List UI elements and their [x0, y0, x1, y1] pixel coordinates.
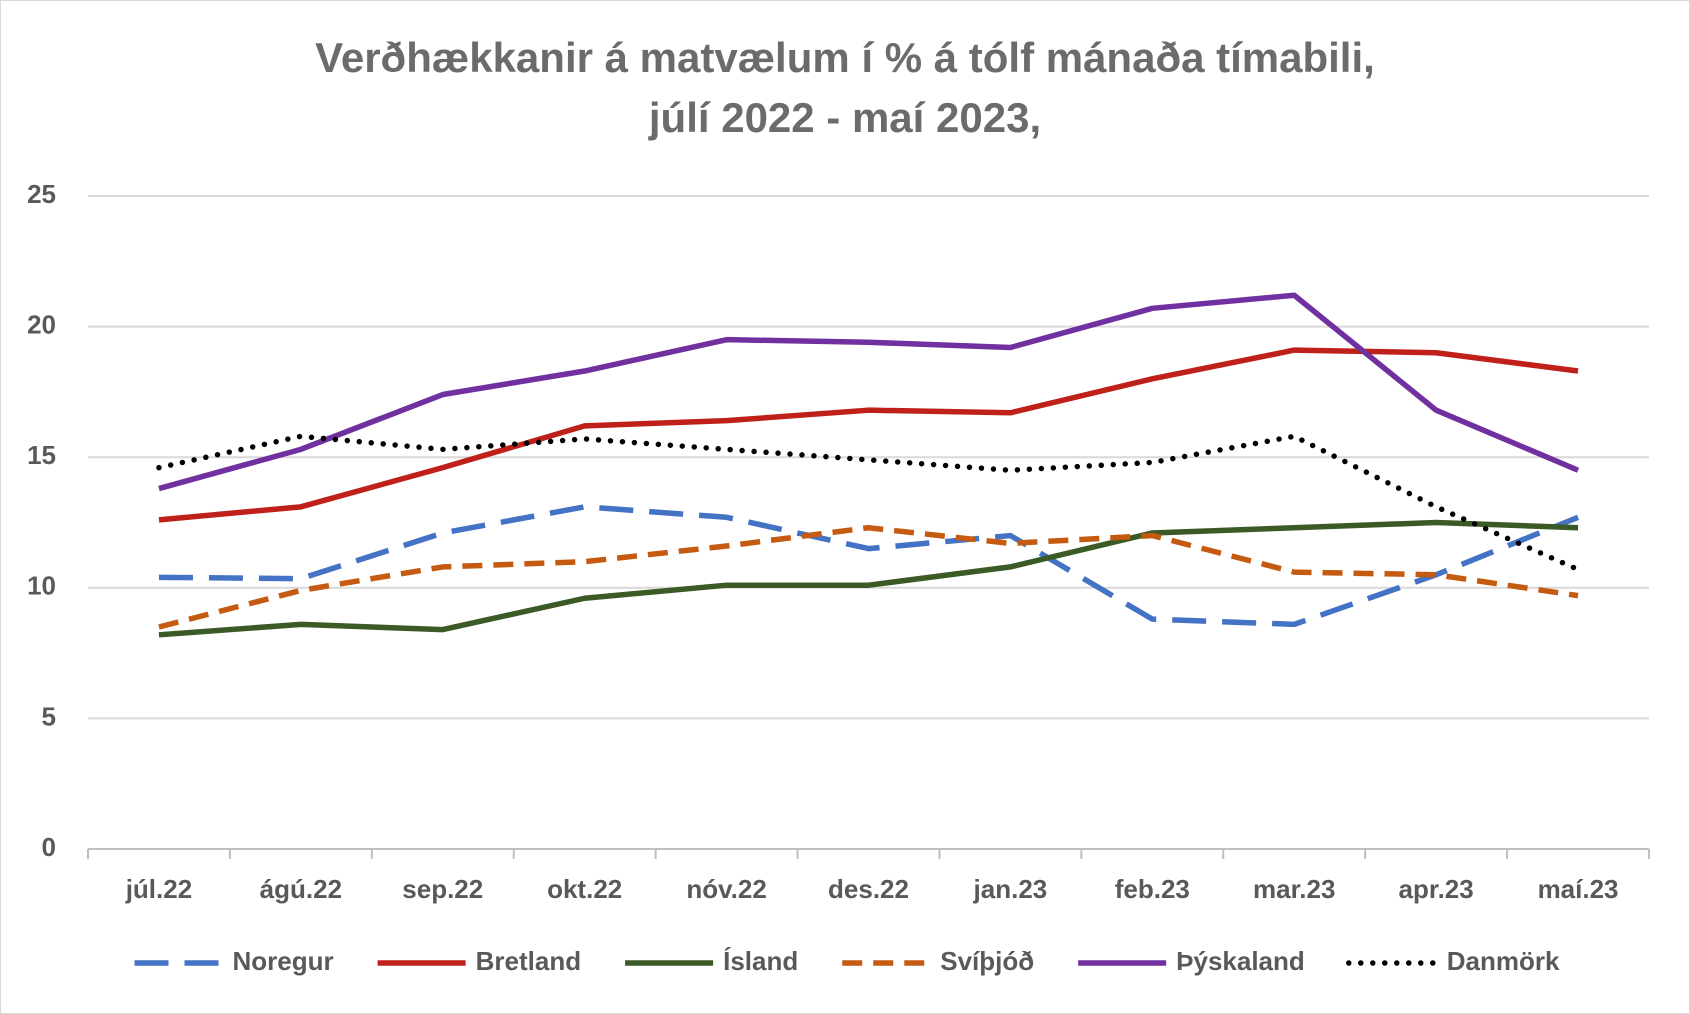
x-tick-label: sep.22 — [402, 874, 483, 904]
series-line — [156, 433, 1581, 573]
y-tick-label: 10 — [27, 571, 56, 601]
x-tick-label: nóv.22 — [686, 874, 766, 904]
legend-label: Þýskaland — [1176, 946, 1305, 976]
series-line — [158, 524, 1579, 630]
legend-label: Ísland — [723, 946, 798, 976]
y-tick-label: 15 — [27, 440, 56, 470]
y-tick-label: 25 — [27, 179, 56, 209]
legend-label: Bretland — [476, 946, 581, 976]
x-tick-label: apr.23 — [1399, 874, 1474, 904]
x-tick-label: ágú.22 — [260, 874, 342, 904]
x-tick-label: jan.23 — [973, 874, 1048, 904]
x-tick-label: júl.22 — [125, 874, 192, 904]
x-tick-label: okt.22 — [547, 874, 622, 904]
legend-label: Svíþjóð — [940, 946, 1034, 976]
series-line — [158, 292, 1580, 492]
y-tick-label: 5 — [42, 701, 56, 731]
series-line — [158, 519, 1579, 638]
x-tick-label: maí.23 — [1538, 874, 1619, 904]
x-tick-label: feb.23 — [1115, 874, 1190, 904]
legend-label: Danmörk — [1447, 946, 1560, 976]
x-tick-label: des.22 — [828, 874, 909, 904]
series-line — [158, 347, 1579, 523]
legend-label: Noregur — [233, 946, 334, 976]
series-line — [158, 504, 1580, 628]
x-tick-label: mar.23 — [1253, 874, 1335, 904]
chart-title: Verðhækkanir á matvælum í % á tólf mánað… — [315, 34, 1375, 81]
chart-title: júlí 2022 - maí 2023, — [648, 94, 1041, 141]
y-tick-label: 20 — [27, 309, 56, 339]
y-tick-label: 0 — [42, 832, 56, 862]
